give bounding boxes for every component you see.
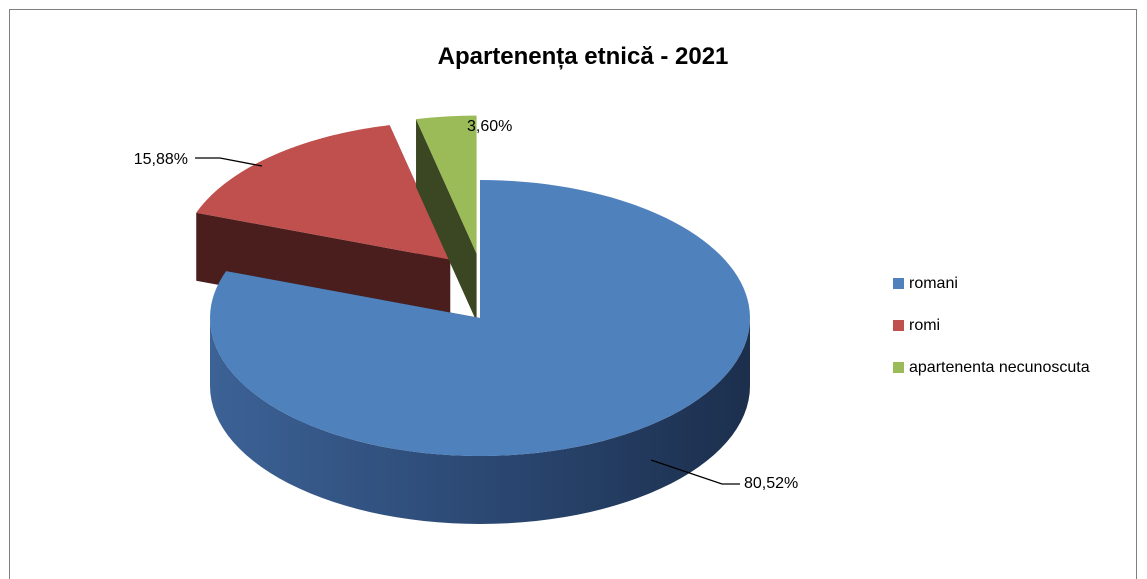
legend-label-apartenenta-necunoscuta: apartenenta necunoscuta xyxy=(909,359,1090,376)
pie-slice-romani xyxy=(210,180,750,524)
chart-frame xyxy=(9,9,1137,579)
data-label-romani: 80,52% xyxy=(744,475,798,492)
data-label-romi: 15,88% xyxy=(134,151,188,168)
pie-slices xyxy=(196,115,750,524)
leader-lines xyxy=(195,157,740,485)
pie-slice-apartenenta-necunoscuta xyxy=(416,115,477,322)
legend-label-romani: romani xyxy=(909,275,958,292)
legend-label-romi: romi xyxy=(909,317,940,334)
data-labels: 80,52% 15,88% 3,60% xyxy=(134,118,799,492)
chart-title: Apartenența etnică - 2021 xyxy=(438,43,729,70)
leader-line-0 xyxy=(650,459,740,485)
legend-swatch-romani xyxy=(893,278,904,289)
pie-slice-romi xyxy=(196,125,451,328)
legend-swatch-romi xyxy=(893,320,904,331)
leader-line-1 xyxy=(195,157,263,167)
data-label-apartenenta-necunoscuta: 3,60% xyxy=(467,118,512,135)
legend-swatch-apartenenta-necunoscuta xyxy=(893,362,904,373)
legend: romani romi apartenenta necunoscuta xyxy=(893,275,1090,376)
